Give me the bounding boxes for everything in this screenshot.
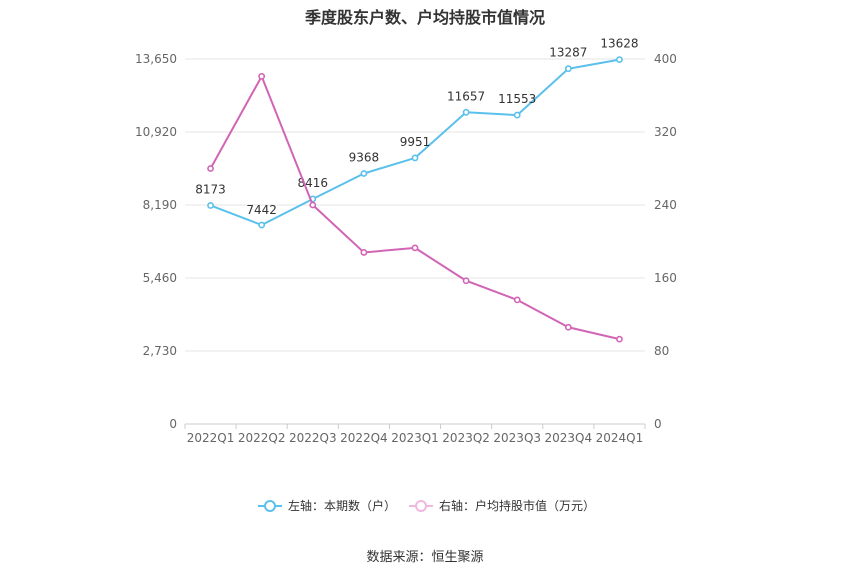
data-label: 7442 xyxy=(246,203,277,217)
data-source: 数据来源：恒生聚源 xyxy=(366,550,484,565)
left-axis-tick-label: 13,650 xyxy=(135,52,177,66)
x-axis-tick-label: 2023Q3 xyxy=(493,431,541,445)
data-point xyxy=(564,65,572,73)
right-axis-tick-label: 80 xyxy=(654,344,669,358)
data-point xyxy=(411,244,419,252)
data-label: 13287 xyxy=(549,46,587,60)
data-label: 11553 xyxy=(498,92,536,106)
right-axis-tick-label: 0 xyxy=(654,417,662,431)
x-axis-tick-label: 2023Q2 xyxy=(442,431,490,445)
legend-swatch-marker xyxy=(264,500,276,512)
data-point xyxy=(513,296,521,304)
data-point xyxy=(462,108,470,116)
data-point xyxy=(564,323,572,331)
data-point xyxy=(360,249,368,256)
data-point xyxy=(513,111,521,119)
right-axis-tick-label: 400 xyxy=(654,52,677,66)
data-point xyxy=(616,335,623,343)
right-axis-tick-label: 160 xyxy=(654,271,677,285)
x-axis-tick-label: 2022Q1 xyxy=(187,431,235,445)
data-point xyxy=(360,170,368,177)
data-label: 9951 xyxy=(400,135,431,149)
x-axis-tick-label: 2022Q4 xyxy=(340,431,388,445)
data-point xyxy=(207,202,214,209)
chart-title: 季度股东户数、户均持股市值情况 xyxy=(304,8,545,27)
data-label: 11657 xyxy=(447,89,485,103)
data-label: 13628 xyxy=(600,37,638,51)
right-axis-tick-label: 240 xyxy=(654,198,677,212)
data-label: 8173 xyxy=(195,182,226,196)
legend-swatch-marker xyxy=(415,500,427,512)
data-label: 9368 xyxy=(349,151,380,165)
left-axis-tick-label: 5,460 xyxy=(143,271,177,285)
data-point xyxy=(411,154,419,162)
data-point xyxy=(258,72,266,80)
left-axis-tick-label: 10,920 xyxy=(135,125,177,139)
x-axis-tick-label: 2024Q1 xyxy=(596,431,644,445)
x-axis-tick-label: 2022Q3 xyxy=(289,431,337,445)
left-axis-tick-label: 0 xyxy=(169,417,177,431)
data-point xyxy=(462,277,470,285)
x-axis-tick-label: 2023Q1 xyxy=(391,431,439,445)
left-axis-tick-label: 8,190 xyxy=(143,198,177,212)
x-axis-tick-label: 2023Q4 xyxy=(545,431,593,445)
right-axis-tick-label: 320 xyxy=(654,125,677,139)
data-point xyxy=(207,165,214,172)
left-axis-tick-label: 2,730 xyxy=(143,344,177,358)
data-point xyxy=(309,201,317,209)
data-point xyxy=(616,56,623,63)
legend-label: 左轴：本期数（户） xyxy=(288,498,396,513)
x-axis-tick-label: 2022Q2 xyxy=(238,431,286,445)
legend-label: 右轴：户均持股市值（万元） xyxy=(439,498,595,513)
data-point xyxy=(258,221,266,229)
